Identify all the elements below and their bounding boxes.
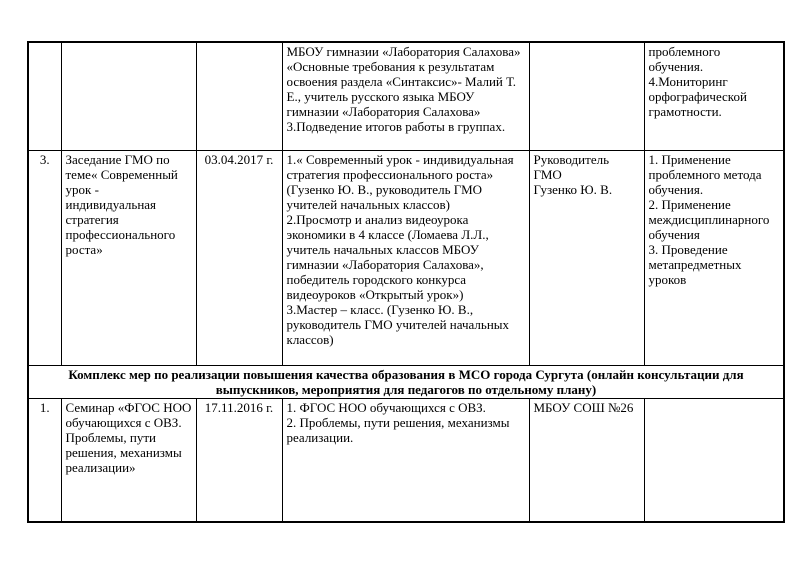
cell-responsible: Руководитель ГМО Гузенко Ю. В. bbox=[528, 150, 645, 366]
cell-topic: Семинар «ФГОС НОО обучающихся с ОВЗ. Про… bbox=[60, 398, 197, 523]
cell-result: 1. Применение проблемного метода обучени… bbox=[643, 150, 785, 366]
events-table: МБОУ гимназии «Лаборатория Салахова» «Ос… bbox=[27, 41, 785, 523]
table-row-item-3: 3. Заседание ГМО по теме« Современный ур… bbox=[27, 150, 785, 366]
cell-agenda: МБОУ гимназии «Лаборатория Салахова» «Ос… bbox=[281, 41, 530, 151]
cell-number bbox=[27, 41, 62, 151]
cell-date: 17.11.2016 г. bbox=[195, 398, 283, 523]
cell-number: 1. bbox=[27, 398, 62, 523]
table-row-continuation: МБОУ гимназии «Лаборатория Салахова» «Ос… bbox=[27, 41, 785, 151]
cell-result bbox=[643, 398, 785, 523]
table-row-item-1: 1. Семинар «ФГОС НОО обучающихся с ОВЗ. … bbox=[27, 398, 785, 523]
cell-topic bbox=[60, 41, 197, 151]
section-header-text: Комплекс мер по реализации повышения кач… bbox=[27, 365, 785, 399]
cell-responsible bbox=[528, 41, 645, 151]
cell-date: 03.04.2017 г. bbox=[195, 150, 283, 366]
cell-responsible: МБОУ СОШ №26 bbox=[528, 398, 645, 523]
cell-number: 3. bbox=[27, 150, 62, 366]
table-section-header-row: Комплекс мер по реализации повышения кач… bbox=[27, 365, 785, 399]
cell-result: проблемного обучения. 4.Мониторинг орфог… bbox=[643, 41, 785, 151]
cell-agenda: 1.« Современный урок - индивидуальная ст… bbox=[281, 150, 530, 366]
cell-agenda: 1. ФГОС НОО обучающихся с ОВЗ. 2. Пробле… bbox=[281, 398, 530, 523]
cell-date bbox=[195, 41, 283, 151]
cell-topic: Заседание ГМО по теме« Современный урок … bbox=[60, 150, 197, 366]
